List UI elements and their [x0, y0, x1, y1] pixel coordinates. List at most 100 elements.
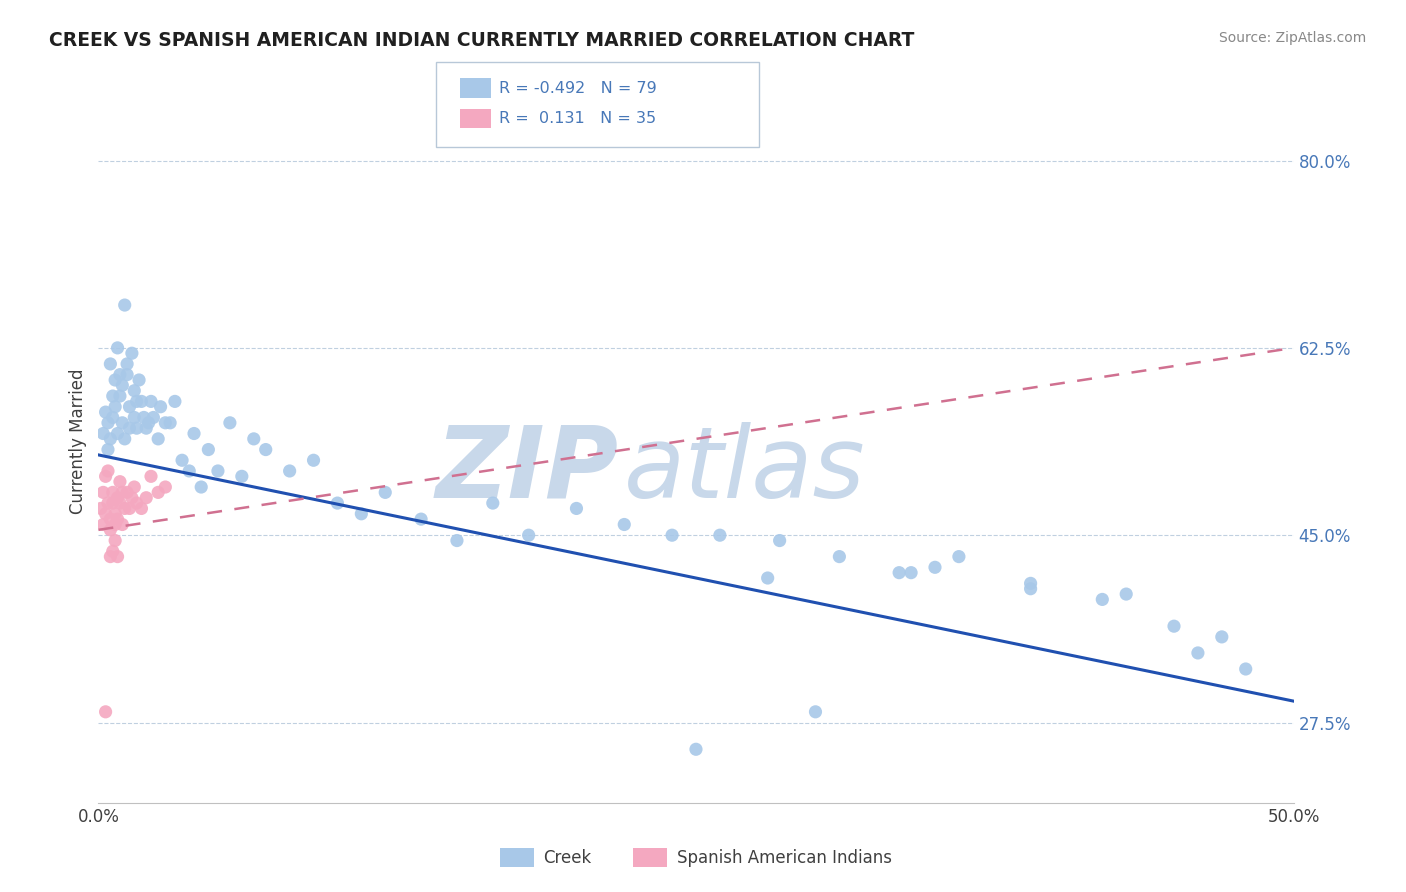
Point — [446, 533, 468, 548]
Text: atlas: atlas — [624, 422, 866, 519]
Point — [254, 442, 277, 457]
Point — [108, 475, 131, 489]
Point — [101, 389, 124, 403]
Point — [155, 416, 177, 430]
Point — [98, 523, 122, 537]
Point — [132, 410, 155, 425]
Point — [97, 416, 120, 430]
Point — [111, 378, 134, 392]
Text: R = -0.492   N = 79: R = -0.492 N = 79 — [499, 81, 657, 95]
Point — [115, 485, 138, 500]
Point — [163, 394, 186, 409]
Point — [107, 512, 129, 526]
Point — [219, 416, 242, 430]
Point — [804, 705, 827, 719]
Point — [1187, 646, 1209, 660]
Point — [124, 384, 146, 398]
Point — [107, 426, 129, 441]
Text: CREEK VS SPANISH AMERICAN INDIAN CURRENTLY MARRIED CORRELATION CHART: CREEK VS SPANISH AMERICAN INDIAN CURRENT… — [49, 31, 914, 50]
Point — [135, 491, 157, 505]
Point — [97, 496, 120, 510]
Point — [108, 389, 131, 403]
Point — [900, 566, 922, 580]
Point — [114, 501, 136, 516]
Point — [756, 571, 779, 585]
Point — [107, 491, 129, 505]
Point — [172, 453, 194, 467]
Point — [709, 528, 731, 542]
Point — [139, 469, 162, 483]
Point — [98, 549, 122, 564]
Point — [1115, 587, 1137, 601]
Point — [148, 485, 170, 500]
Point — [159, 416, 181, 430]
Point — [121, 491, 143, 505]
Point — [101, 544, 124, 558]
Point — [111, 517, 134, 532]
Point — [125, 394, 148, 409]
Point — [94, 469, 117, 483]
Point — [101, 485, 124, 500]
Point — [948, 549, 970, 564]
Point — [131, 501, 153, 516]
Point — [91, 485, 114, 500]
Point — [243, 432, 266, 446]
Point — [183, 426, 205, 441]
Point — [125, 496, 148, 510]
Point — [104, 533, 127, 548]
Point — [104, 373, 127, 387]
Point — [565, 501, 588, 516]
Point — [108, 368, 131, 382]
Point — [90, 501, 112, 516]
Point — [661, 528, 683, 542]
Point — [889, 566, 911, 580]
Point — [125, 421, 148, 435]
Point — [685, 742, 707, 756]
Point — [148, 432, 170, 446]
Point — [197, 442, 219, 457]
Point — [101, 410, 124, 425]
Point — [118, 400, 141, 414]
Point — [104, 400, 127, 414]
Point — [374, 485, 396, 500]
Point — [107, 341, 129, 355]
Point — [481, 496, 505, 510]
Point — [97, 464, 120, 478]
Point — [138, 416, 160, 430]
Point — [1019, 576, 1042, 591]
Point — [94, 507, 117, 521]
Point — [98, 512, 122, 526]
Point — [107, 549, 129, 564]
Point — [98, 432, 122, 446]
Point — [124, 410, 146, 425]
Text: R =  0.131   N = 35: R = 0.131 N = 35 — [499, 112, 657, 126]
Point — [326, 496, 349, 510]
Point — [155, 480, 177, 494]
Point — [1163, 619, 1185, 633]
Point — [179, 464, 201, 478]
Point — [101, 496, 124, 510]
Point — [1211, 630, 1233, 644]
Point — [91, 517, 114, 532]
Text: ZIP: ZIP — [436, 422, 619, 519]
Point — [207, 464, 229, 478]
Point — [97, 442, 120, 457]
Point — [142, 410, 165, 425]
Point — [828, 549, 851, 564]
Point — [135, 421, 157, 435]
Point — [139, 394, 162, 409]
Point — [1019, 582, 1042, 596]
Point — [411, 512, 433, 526]
Point — [1091, 592, 1114, 607]
Point — [98, 357, 122, 371]
Point — [115, 357, 138, 371]
Point — [104, 507, 127, 521]
Point — [128, 373, 150, 387]
Point — [613, 517, 636, 532]
Point — [350, 507, 373, 521]
Point — [91, 426, 114, 441]
Point — [94, 405, 117, 419]
Point — [278, 464, 301, 478]
Point — [149, 400, 172, 414]
Point — [94, 705, 117, 719]
